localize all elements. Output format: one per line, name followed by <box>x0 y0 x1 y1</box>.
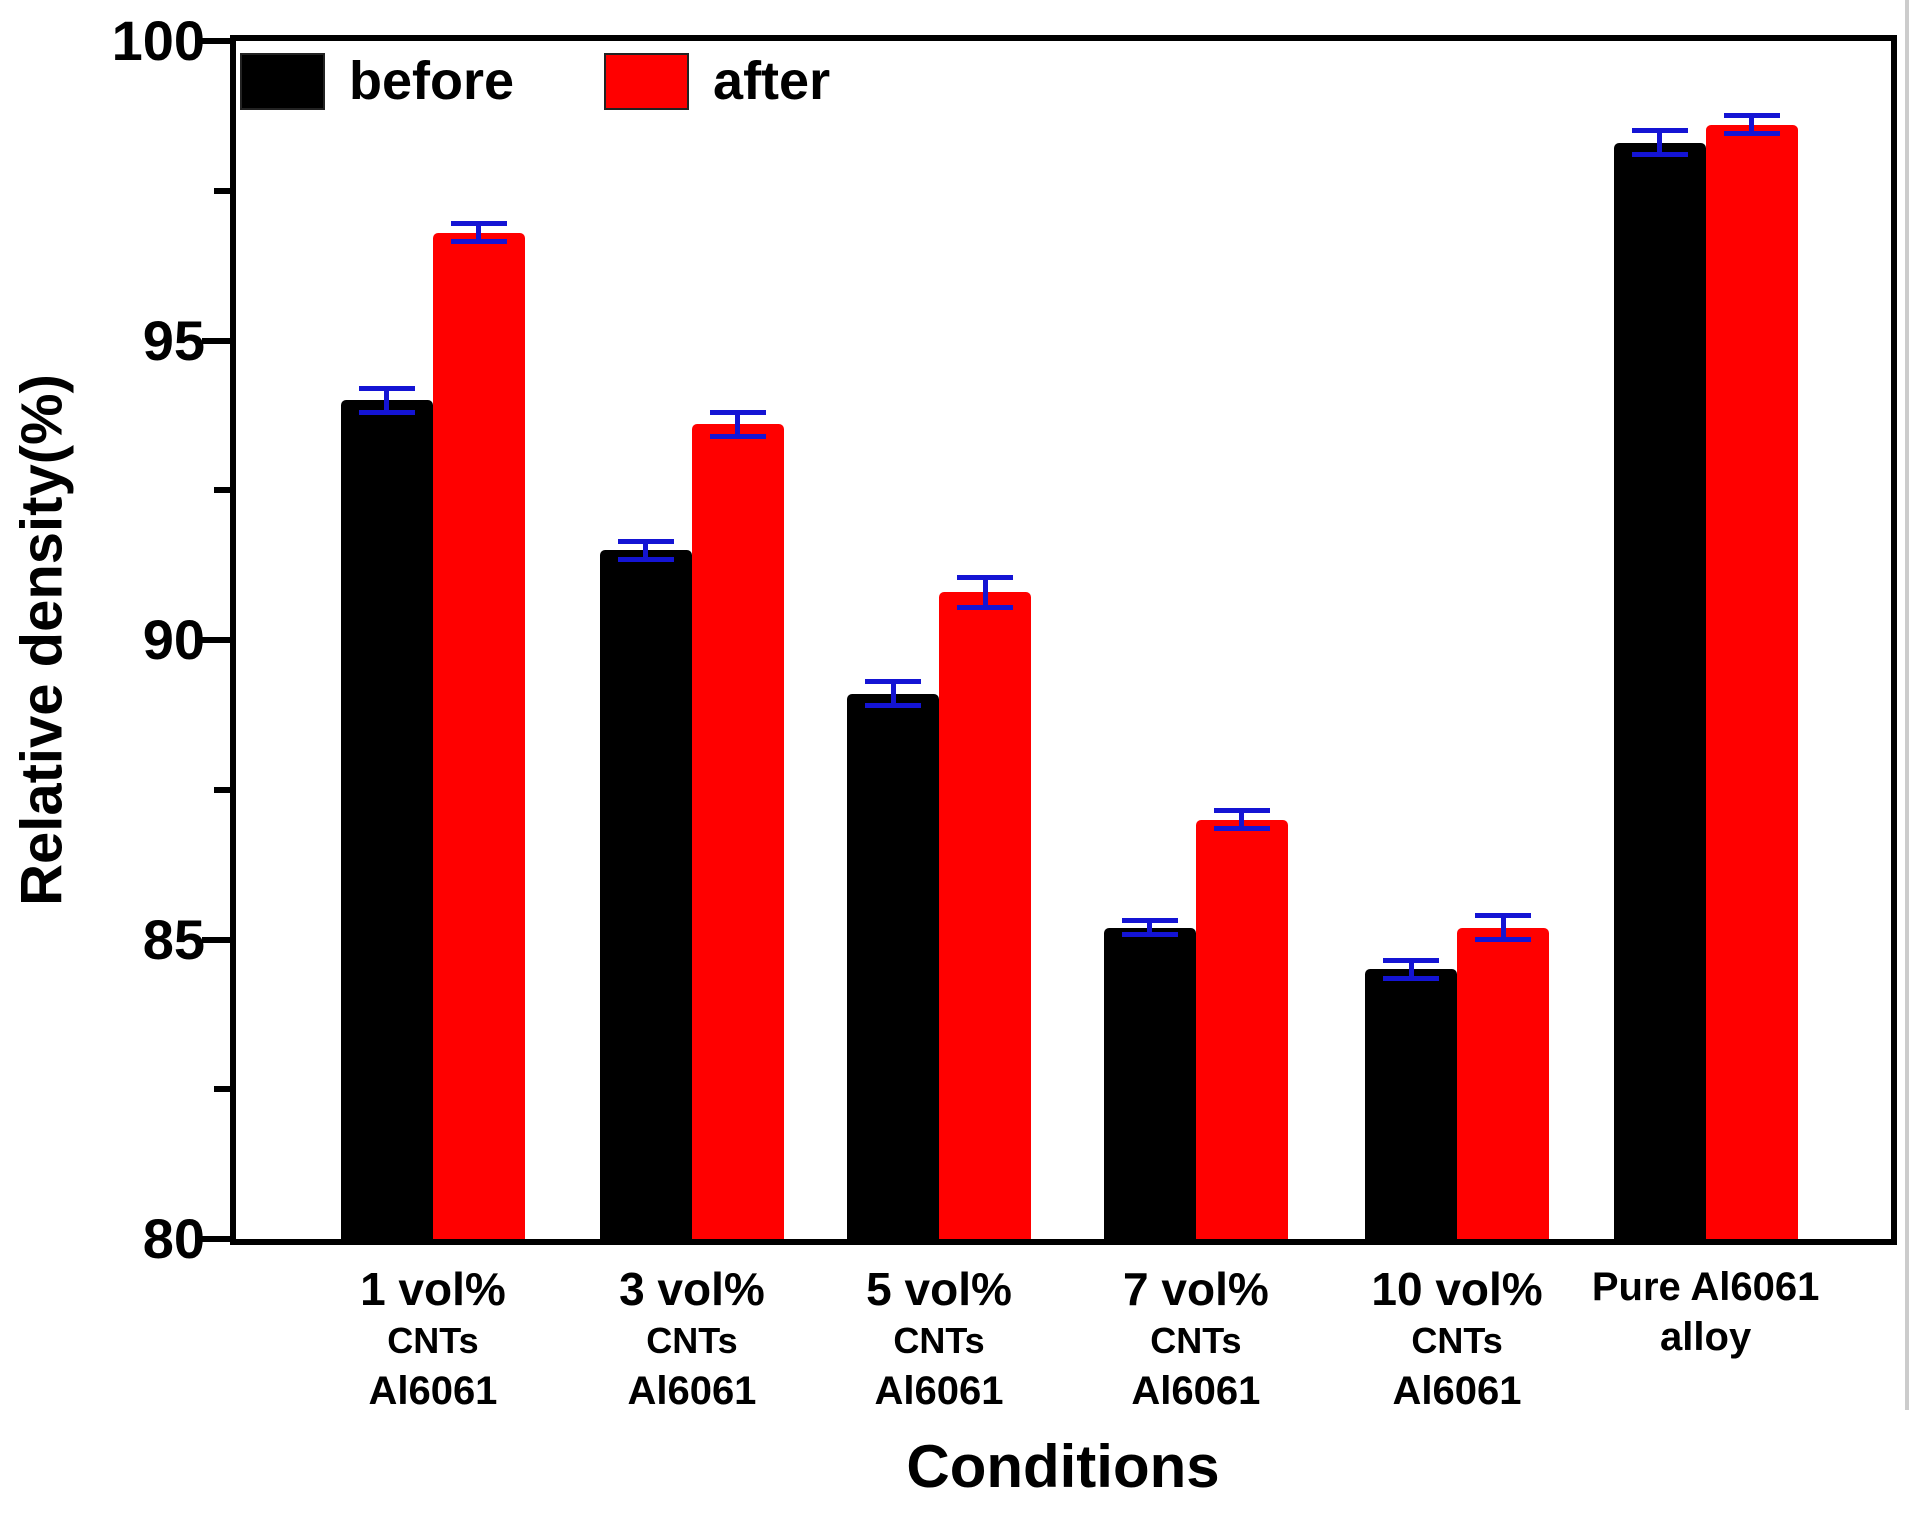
error-bar-cap-top-before-5 <box>1383 957 1440 963</box>
error-bar-cap-bottom-after-2 <box>709 433 766 439</box>
x-category-label-line: CNTs <box>387 1320 479 1361</box>
x-category-label-line: 7 vol% <box>1123 1263 1269 1315</box>
error-bar-cap-bottom-after-1 <box>450 239 507 245</box>
error-bar-stem-after-2 <box>735 412 741 437</box>
x-category-label-line: Al6061 <box>1131 1369 1261 1413</box>
x-category-label-line: Al6061 <box>627 1369 757 1413</box>
bar-before-3 <box>847 693 940 1239</box>
error-bar-cap-bottom-after-6 <box>1723 131 1780 137</box>
error-bar-stem-after-3 <box>982 577 988 608</box>
x-category-label-1: 1 vol% CNTs Al6061 <box>360 1262 506 1416</box>
error-bar-cap-bottom-before-3 <box>865 703 922 709</box>
legend-swatch-after <box>604 53 690 110</box>
error-bar-cap-bottom-before-6 <box>1631 152 1688 158</box>
y-minor-tick <box>214 786 230 793</box>
x-category-label-line: 5 vol% <box>866 1263 1012 1315</box>
x-category-label-line: CNTs <box>1411 1320 1503 1361</box>
bar-after-6 <box>1705 124 1798 1239</box>
error-bar-stem-after-6 <box>1749 115 1755 134</box>
error-bar-cap-top-after-3 <box>957 574 1014 580</box>
error-bar-cap-bottom-after-3 <box>957 604 1014 610</box>
x-category-label-3: 5 vol% CNTs Al6061 <box>866 1262 1012 1416</box>
error-bar-stem-before-2 <box>643 541 649 560</box>
x-category-label-line: Al6061 <box>1392 1369 1522 1413</box>
error-bar-cap-top-after-2 <box>709 409 766 415</box>
error-bar-cap-bottom-before-5 <box>1383 975 1440 981</box>
error-bar-cap-bottom-before-1 <box>358 409 415 415</box>
legend-swatch-before <box>240 53 325 110</box>
y-major-tick <box>202 38 230 44</box>
error-bar-cap-top-before-4 <box>1121 917 1178 923</box>
error-bar-stem-after-1 <box>476 223 482 242</box>
error-bar-cap-bottom-before-4 <box>1121 932 1178 938</box>
legend-label: before <box>349 51 515 111</box>
bar-after-3 <box>939 592 1032 1239</box>
y-tick-label: 80 <box>142 1207 205 1270</box>
error-bar-cap-bottom-after-5 <box>1475 937 1532 942</box>
error-bar-cap-bottom-before-2 <box>617 556 674 562</box>
error-bar-stem-before-1 <box>384 388 390 413</box>
bar-before-5 <box>1365 969 1458 1239</box>
error-bar-cap-top-before-1 <box>358 385 415 391</box>
scan-artifact-line <box>1905 0 1909 1410</box>
y-minor-tick <box>214 1086 230 1093</box>
error-bar-cap-top-after-4 <box>1213 808 1270 814</box>
x-category-label-line: 1 vol% <box>360 1263 506 1315</box>
plot-area: before after <box>230 35 1897 1245</box>
x-category-label-6: Pure Al6061 alloy <box>1592 1262 1820 1362</box>
error-bar-stem-before-6 <box>1657 130 1663 155</box>
y-major-tick <box>202 637 230 643</box>
legend-item-before: before <box>240 53 514 110</box>
error-bar-cap-top-after-6 <box>1723 113 1780 119</box>
x-category-label-line: CNTs <box>646 1320 738 1361</box>
x-category-label-line: CNTs <box>1150 1320 1242 1361</box>
x-category-label-line: Pure Al6061 <box>1591 1265 1820 1309</box>
x-category-label-line: CNTs <box>893 1320 985 1361</box>
bars-layer <box>236 41 1891 1239</box>
bar-before-2 <box>599 550 692 1239</box>
error-bar-cap-top-before-2 <box>617 538 674 544</box>
y-minor-tick <box>214 487 230 494</box>
x-category-label-line: Al6061 <box>874 1369 1004 1413</box>
bar-before-6 <box>1613 142 1706 1239</box>
error-bar-cap-top-after-5 <box>1475 913 1532 919</box>
bar-after-1 <box>432 232 525 1239</box>
x-category-label-4: 7 vol% CNTs Al6061 <box>1123 1262 1269 1416</box>
x-category-label-5: 10 vol% CNTs Al6061 <box>1371 1262 1542 1416</box>
bar-after-5 <box>1457 927 1550 1239</box>
bar-after-2 <box>691 424 784 1239</box>
y-major-tick <box>202 1236 230 1242</box>
error-bar-stem-before-5 <box>1408 960 1414 979</box>
legend-label: after <box>713 51 831 111</box>
y-tick-label: 90 <box>142 608 205 671</box>
error-bar-cap-top-after-1 <box>450 221 507 227</box>
y-minor-tick <box>214 187 230 194</box>
error-bar-cap-top-before-3 <box>865 679 922 685</box>
y-major-tick <box>202 936 230 943</box>
y-major-tick <box>202 337 230 344</box>
legend: before after <box>240 53 830 110</box>
x-axis-title: Conditions <box>906 1433 1220 1500</box>
error-bar-cap-bottom-after-4 <box>1213 826 1270 832</box>
y-tick-label: 85 <box>142 907 205 971</box>
error-bar-stem-before-3 <box>890 681 896 706</box>
y-tick-label: 100 <box>111 9 205 72</box>
x-category-label-line: 10 vol% <box>1371 1263 1543 1315</box>
bar-after-4 <box>1195 819 1288 1239</box>
x-category-label-2: 3 vol% CNTs Al6061 <box>619 1262 765 1416</box>
y-tick-label: 95 <box>142 308 205 372</box>
error-bar-stem-after-5 <box>1500 915 1506 940</box>
error-bar-stem-after-4 <box>1239 810 1245 829</box>
x-category-label-line: alloy <box>1660 1315 1752 1359</box>
bar-before-1 <box>340 400 433 1239</box>
bar-before-4 <box>1103 927 1196 1239</box>
error-bar-stem-before-4 <box>1147 920 1153 935</box>
error-bar-cap-top-before-6 <box>1631 128 1688 134</box>
legend-item-after: after <box>604 53 830 110</box>
x-category-label-line: 3 vol% <box>619 1263 765 1315</box>
x-category-label-line: Al6061 <box>368 1369 498 1413</box>
